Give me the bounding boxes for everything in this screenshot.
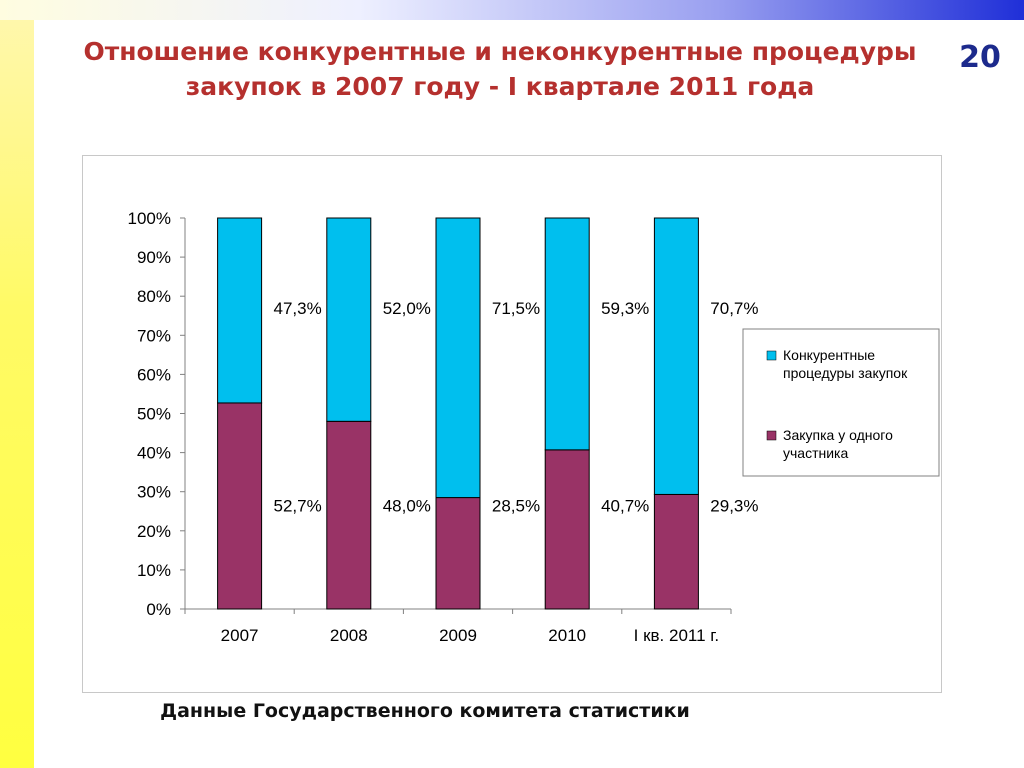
data-label: 48,0%	[383, 496, 431, 515]
bar-competitive	[435, 217, 481, 499]
y-tick-label: 10%	[137, 561, 171, 580]
y-tick-label: 30%	[137, 483, 171, 502]
data-label: 71,5%	[492, 299, 540, 318]
data-label: 52,7%	[273, 496, 321, 515]
y-tick-label: 50%	[137, 405, 171, 424]
legend-label: Конкурентные	[783, 347, 875, 363]
y-tick-label: 100%	[128, 209, 171, 228]
slide-number: 20	[959, 40, 1001, 75]
top-decorative-band	[0, 0, 1024, 20]
data-label: 29,3%	[710, 496, 758, 515]
legend-label: Закупка у одного	[783, 427, 893, 443]
y-tick-label: 80%	[137, 287, 171, 306]
bar-competitive	[326, 217, 372, 422]
bar-competitive	[217, 217, 263, 404]
data-label: 52,0%	[383, 299, 431, 318]
y-tick-label: 0%	[146, 600, 171, 619]
data-label: 40,7%	[601, 496, 649, 515]
legend-label: участника	[783, 445, 848, 461]
legend-swatch	[766, 350, 777, 361]
stacked-bar-chart: 0% 10% 20% 30% 40% 50% 60% 70% 80% 90% 100% 2007 200…	[128, 209, 940, 645]
legend-swatch	[766, 430, 777, 441]
chart-frame: 0% 10% 20% 30% 40% 50% 60% 70% 80% 90% 100% 2007 200…	[82, 155, 942, 693]
legend-box	[742, 328, 940, 477]
bar-single-supplier	[435, 497, 481, 610]
data-label: 70,7%	[710, 299, 758, 318]
y-tick-label: 70%	[137, 326, 171, 345]
y-tick-label: 60%	[137, 365, 171, 384]
legend-label: процедуры закупок	[783, 365, 908, 381]
y-tick-label: 40%	[137, 444, 171, 463]
bar-single-supplier	[326, 420, 372, 610]
x-tick-label: 2009	[439, 626, 477, 645]
x-tick-label: 2008	[330, 626, 368, 645]
y-tick-label: 20%	[137, 522, 171, 541]
data-label: 59,3%	[601, 299, 649, 318]
y-tick-label: 90%	[137, 248, 171, 267]
bar-single-supplier	[544, 449, 590, 610]
bar-competitive	[544, 217, 590, 451]
bar-single-supplier	[653, 493, 699, 610]
data-label: 47,3%	[273, 299, 321, 318]
bar-competitive	[653, 217, 699, 495]
x-tick-label: 2010	[548, 626, 586, 645]
x-tick-label: I кв. 2011 г.	[634, 626, 720, 645]
slide-title: Отношение конкурентные и неконкурентные …	[83, 37, 917, 101]
bar-single-supplier	[217, 402, 263, 610]
data-label: 28,5%	[492, 496, 540, 515]
left-decorative-band	[0, 0, 34, 768]
source-note: Данные Государственного комитета статист…	[160, 700, 690, 722]
x-tick-label: 2007	[221, 626, 259, 645]
